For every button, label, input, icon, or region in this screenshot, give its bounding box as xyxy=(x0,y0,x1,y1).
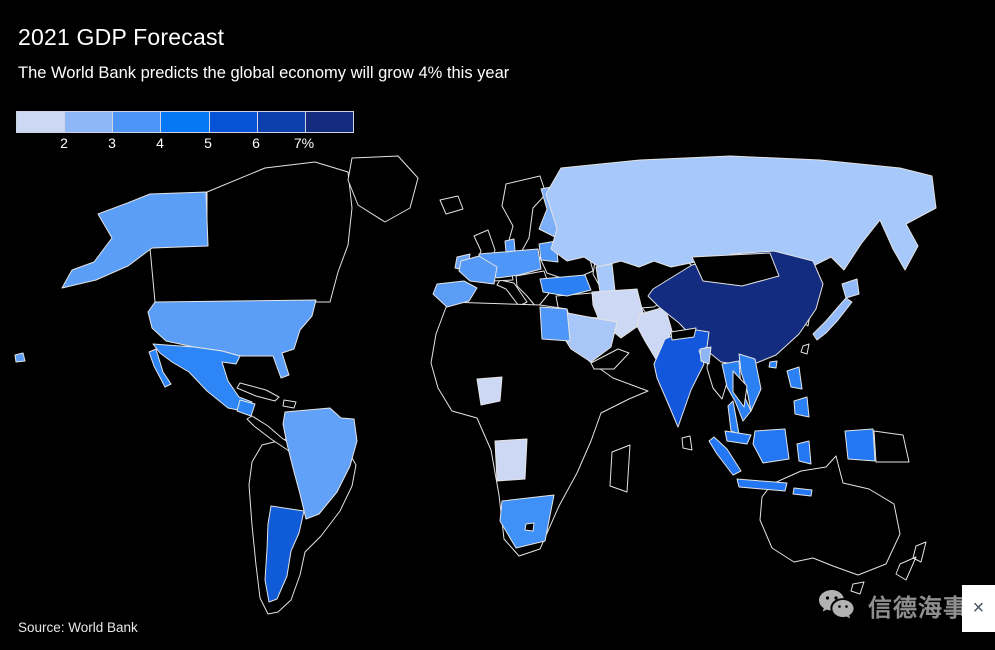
country-lesotho xyxy=(524,522,535,532)
country-laos_cambodia xyxy=(732,370,748,408)
country-png xyxy=(873,430,910,463)
country-japan xyxy=(812,278,860,341)
country-angola xyxy=(494,438,528,482)
country-turkey xyxy=(539,274,592,297)
world-map-container xyxy=(0,150,995,630)
legend-tick: 3 xyxy=(108,135,116,151)
legend-swatch-6 xyxy=(257,112,305,132)
country-iceland xyxy=(439,195,464,215)
country-taiwan xyxy=(800,343,810,355)
country-russia xyxy=(545,155,937,271)
legend-tick: 2 xyxy=(60,135,68,151)
legend-swatch-1 xyxy=(17,112,65,132)
country-china xyxy=(647,250,824,367)
country-philippines xyxy=(786,366,810,418)
legend-color-bar xyxy=(16,111,354,133)
legend-swatch-3 xyxy=(113,112,161,132)
wechat-icon xyxy=(819,589,854,618)
legend-swatch-5 xyxy=(209,112,257,132)
watermark-brand-text: 信德海事 xyxy=(868,595,968,622)
chart-subtitle: The World Bank predicts the global econo… xyxy=(18,64,510,82)
country-hainan xyxy=(768,360,778,369)
country-argentina xyxy=(264,505,305,603)
world-map xyxy=(14,155,937,615)
country-hawaii xyxy=(14,352,26,363)
country-guatemala xyxy=(236,399,256,417)
country-australia xyxy=(759,455,901,576)
country-nigeria xyxy=(476,376,503,406)
country-iran xyxy=(591,288,646,339)
country-southafrica xyxy=(499,494,555,549)
country-hispaniola xyxy=(282,399,297,409)
country-mongolia xyxy=(691,252,780,287)
country-yemen_oman xyxy=(590,348,630,370)
country-egypt xyxy=(539,306,571,342)
legend-tick-labels: 2 3 4 5 6 7% xyxy=(16,134,354,152)
legend-tick: 6 xyxy=(252,135,260,151)
country-srilanka xyxy=(681,435,693,451)
country-malaysia xyxy=(724,430,752,445)
legend-swatch-7 xyxy=(305,112,353,132)
country-france xyxy=(458,255,498,285)
country-bangladesh xyxy=(699,346,712,365)
page-title: 2021 GDP Forecast xyxy=(18,24,225,50)
country-iberia xyxy=(432,280,478,308)
close-icon: × xyxy=(972,597,985,619)
country-vietnam xyxy=(738,353,762,412)
legend-tick: 5 xyxy=(204,135,212,151)
legend-swatch-2 xyxy=(65,112,113,132)
source-label: Source: World Bank xyxy=(18,620,138,635)
country-nz xyxy=(895,541,927,581)
color-legend: 2 3 4 5 6 7% xyxy=(16,111,354,152)
country-scandinavia xyxy=(501,175,547,257)
country-greenland xyxy=(347,155,419,223)
country-madagascar xyxy=(609,444,631,493)
country-nepal xyxy=(670,327,697,341)
watermark: 信德海事 xyxy=(818,588,968,623)
legend-tick: 7% xyxy=(293,135,315,151)
legend-swatch-4 xyxy=(161,112,209,132)
country-cuba xyxy=(236,382,280,402)
country-mexico xyxy=(148,343,253,413)
country-brazil xyxy=(282,407,358,520)
country-indonesia xyxy=(708,428,876,497)
country-usa xyxy=(147,299,317,379)
close-button[interactable]: × xyxy=(962,585,995,632)
legend-tick: 4 xyxy=(156,135,164,151)
country-tasmania xyxy=(850,581,865,595)
country-alaska xyxy=(61,191,209,289)
